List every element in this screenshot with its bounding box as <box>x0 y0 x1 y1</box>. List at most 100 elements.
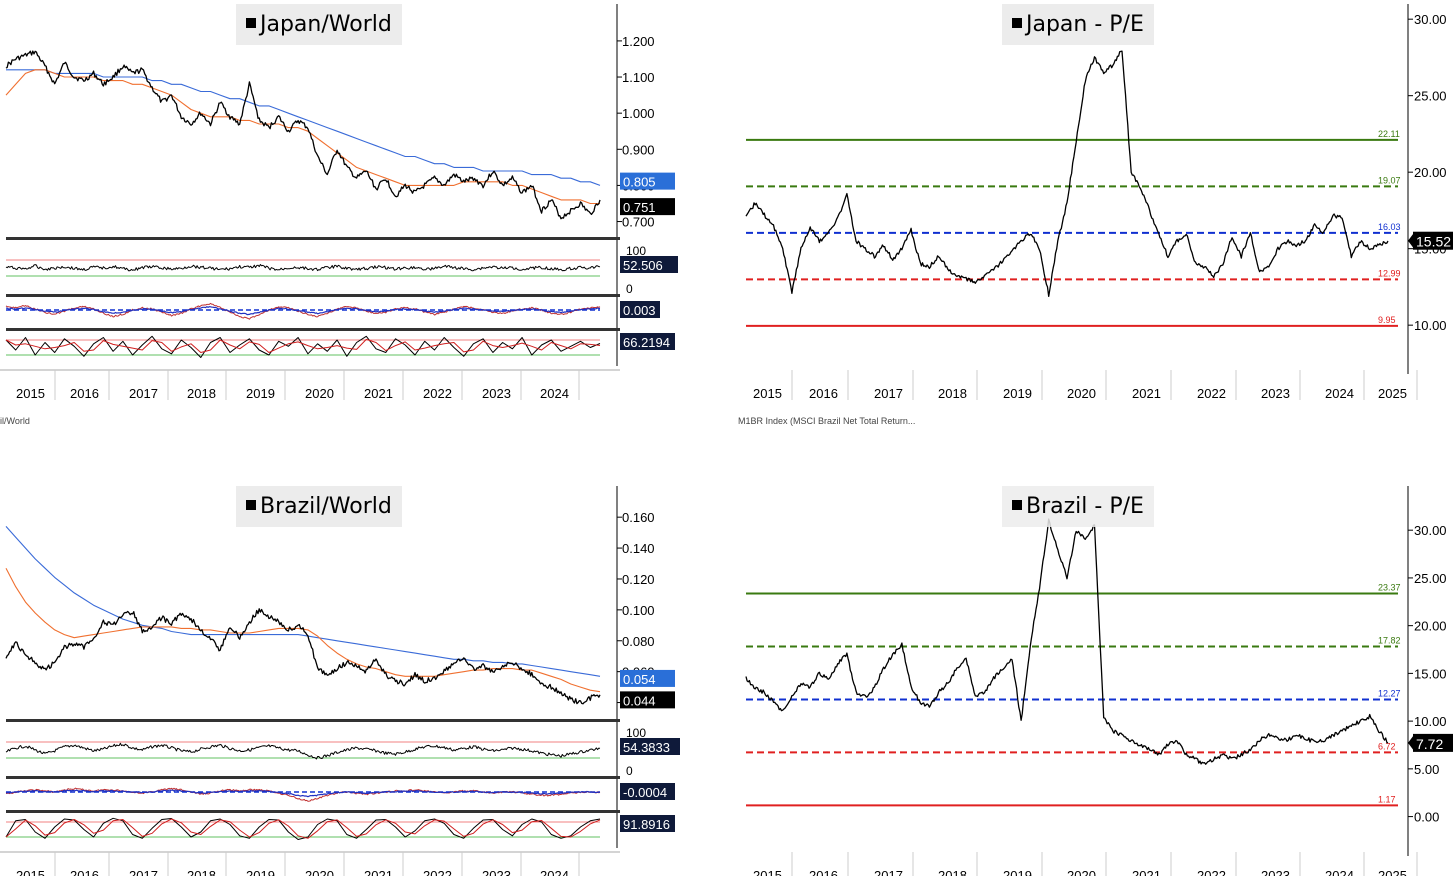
rsi-tick-100: 100 <box>626 244 646 258</box>
badge-rsi-japan-world: 52.506 <box>623 258 663 273</box>
x-tick-japan-world-2017: 2017 <box>129 386 158 401</box>
badge-pe-brazil-pe: 7.72 <box>1416 736 1443 752</box>
level-label-brazil-pe-1: 17.82 <box>1378 635 1401 645</box>
badge-price-japan-world-bg <box>620 198 675 216</box>
y-tick-brazil-world-0.140: 0.140 <box>622 541 655 556</box>
x-tick-japan-pe-2022: 2022 <box>1197 386 1226 401</box>
badge-arrow-japan-pe <box>1408 232 1414 249</box>
x-tick-japan-pe-2018: 2018 <box>938 386 967 401</box>
x-tick-brazil-pe-2018: 2018 <box>938 868 967 876</box>
x-tick-brazil-world-2023: 2023 <box>482 868 511 876</box>
x-tick-brazil-world-2016: 2016 <box>70 868 99 876</box>
x-tick-brazil-world-2024: 2024 <box>540 868 569 876</box>
footnote-right: M1BR Index (MSCI Brazil Net Total Return… <box>738 416 916 426</box>
rsi-tick-0: 0 <box>626 282 633 296</box>
y-tick-japan-pe-30.00: 30.00 <box>1414 12 1447 27</box>
badge-ma-blue-brazil-world: 0.054 <box>623 672 656 687</box>
badge-rsi-japan-world-bg <box>620 256 678 273</box>
separator-2 <box>6 776 620 779</box>
badge-pe-japan-pe: 15.52 <box>1416 234 1451 250</box>
y-tick-japan-world-0.700: 0.700 <box>622 215 655 230</box>
rsi-line-brazil-world <box>5 742 601 760</box>
stoch-k-brazil-world <box>5 817 601 840</box>
level-label-japan-pe-2: 16.03 <box>1378 222 1401 232</box>
badge-macd-japan-world: 0.003 <box>623 303 656 318</box>
x-tick-japan-world-2023: 2023 <box>482 386 511 401</box>
x-tick-brazil-pe-2021: 2021 <box>1132 868 1161 876</box>
x-tick-brazil-world-2017: 2017 <box>129 868 158 876</box>
y-tick-brazil-pe-10.00: 10.00 <box>1414 714 1447 729</box>
separator-3 <box>6 328 620 331</box>
level-label-japan-pe-3: 12.99 <box>1378 268 1401 278</box>
macd-line-japan-world <box>5 302 601 320</box>
x-tick-brazil-world-2022: 2022 <box>423 868 452 876</box>
x-tick-japan-world-2020: 2020 <box>305 386 334 401</box>
y-tick-japan-world-0.900: 0.900 <box>622 142 655 157</box>
badge-ma-blue-brazil-world-bg <box>620 669 675 687</box>
level-label-japan-pe-1: 19.07 <box>1378 175 1401 185</box>
x-tick-brazil-pe-2022: 2022 <box>1197 868 1226 876</box>
x-tick-brazil-pe-2019: 2019 <box>1003 868 1032 876</box>
series-price-japan-world <box>5 50 601 220</box>
series-ma-orange-japan-world <box>5 69 600 205</box>
x-tick-japan-world-2024: 2024 <box>540 386 569 401</box>
stoch-k-japan-world <box>5 335 601 358</box>
macd-signal-japan-world <box>6 306 601 316</box>
stoch-d-japan-world <box>5 338 601 353</box>
badge-pe-bg-brazil-pe <box>1413 733 1453 752</box>
badge-arrow-brazil-pe <box>1408 734 1414 751</box>
macd-line-brazil-world <box>5 787 601 802</box>
rsi-tick-100: 100 <box>626 726 646 740</box>
badge-rsi-brazil-world-bg <box>620 738 680 755</box>
y-tick-brazil-pe-20.00: 20.00 <box>1414 619 1447 634</box>
badge-price-brazil-world: 0.044 <box>623 693 656 708</box>
y-tick-brazil-world-0.120: 0.120 <box>622 572 655 587</box>
level-label-brazil-pe-4: 1.17 <box>1378 794 1396 804</box>
series-pe-japan-pe <box>745 50 1389 298</box>
series-price-brazil-world <box>5 608 601 705</box>
y-tick-brazil-world-0.080: 0.080 <box>622 634 655 649</box>
x-tick-brazil-world-2020: 2020 <box>305 868 334 876</box>
x-tick-brazil-pe-2023: 2023 <box>1261 868 1290 876</box>
x-tick-japan-pe-2024: 2024 <box>1325 386 1354 401</box>
y-tick-japan-world-1.000: 1.000 <box>622 106 655 121</box>
x-tick-japan-pe-2019: 2019 <box>1003 386 1032 401</box>
badge-macd-japan-world-bg <box>620 301 660 318</box>
badge-macd-brazil-world-bg <box>620 783 675 800</box>
badge-stoch-japan-world: 66.2194 <box>623 335 670 350</box>
x-tick-brazil-world-2015: 2015 <box>16 868 45 876</box>
x-tick-japan-world-2018: 2018 <box>187 386 216 401</box>
series-ma-orange-brazil-world <box>5 567 601 693</box>
chart-title-japan-pe: Japan - P/E <box>1002 4 1154 45</box>
badge-stoch-brazil-world-bg <box>620 815 675 832</box>
y-tick-brazil-pe-5.00: 5.00 <box>1414 762 1439 777</box>
x-tick-japan-pe-2021: 2021 <box>1132 386 1161 401</box>
macd-signal-brazil-world <box>5 789 600 798</box>
x-tick-brazil-world-2018: 2018 <box>187 868 216 876</box>
y-tick-japan-world-1.100: 1.100 <box>622 70 655 85</box>
y-tick-japan-pe-10.00: 10.00 <box>1414 318 1447 333</box>
level-label-japan-pe-0: 22.11 <box>1378 129 1400 139</box>
x-tick-japan-world-2022: 2022 <box>423 386 452 401</box>
badge-stoch-brazil-world: 91.8916 <box>623 817 670 832</box>
x-tick-brazil-pe-2017: 2017 <box>874 868 903 876</box>
y-tick-brazil-pe-30.00: 30.00 <box>1414 523 1447 538</box>
x-tick-japan-pe-2016: 2016 <box>809 386 838 401</box>
separator-1 <box>6 719 620 722</box>
y-tick-japan-world-1.200: 1.200 <box>622 34 655 49</box>
x-tick-japan-pe-2020: 2020 <box>1067 386 1096 401</box>
x-tick-japan-world-2021: 2021 <box>364 386 393 401</box>
y-tick-brazil-pe-15.00: 15.00 <box>1414 666 1447 681</box>
x-tick-brazil-pe-2020: 2020 <box>1067 868 1096 876</box>
chart-title-japan-world: Japan/World <box>236 4 402 45</box>
chart-title-brazil-world: Brazil/World <box>236 486 402 527</box>
x-tick-brazil-pe-2015: 2015 <box>753 868 782 876</box>
x-tick-brazil-world-2019: 2019 <box>246 868 275 876</box>
level-label-brazil-pe-2: 12.27 <box>1378 688 1401 698</box>
y-tick-japan-pe-20.00: 20.00 <box>1414 165 1447 180</box>
badge-stoch-japan-world-bg <box>620 333 675 350</box>
y-tick-brazil-pe-0.00: 0.00 <box>1414 810 1439 825</box>
x-tick-brazil-pe-2025: 2025 <box>1378 868 1407 876</box>
x-tick-japan-world-2019: 2019 <box>246 386 275 401</box>
badge-price-brazil-world-bg <box>620 691 675 709</box>
